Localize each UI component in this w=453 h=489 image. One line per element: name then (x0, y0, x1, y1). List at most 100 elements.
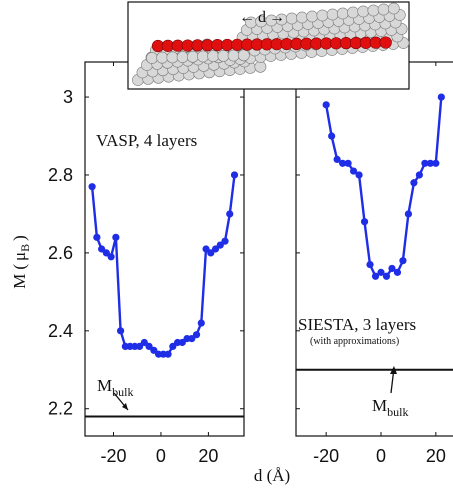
vasp-data-point (88, 183, 96, 191)
siesta-data-point (333, 155, 341, 163)
x-tick-label: 0 (376, 446, 386, 466)
gray-atom (357, 5, 370, 18)
gray-atom (186, 50, 199, 63)
gray-atom (237, 49, 250, 62)
siesta-bulk-label-sub: bulk (387, 405, 408, 419)
gray-atom (207, 50, 220, 63)
vasp-data-point (112, 233, 120, 241)
vasp-bulk-label-main: M (97, 376, 112, 395)
y-axis-label-main: M (10, 274, 29, 289)
siesta-data-point (382, 272, 391, 280)
x-axis-label: d (Å) (254, 466, 290, 485)
gray-atom (306, 10, 319, 23)
siesta-bulk-label: Mbulk (372, 396, 408, 419)
siesta-bulk-arrowhead (390, 366, 397, 374)
vasp-data-point (202, 245, 210, 253)
gray-atom (227, 49, 240, 62)
siesta-data-point (371, 272, 380, 280)
siesta-data-point (393, 268, 402, 276)
vasp-bulk-label-sub: bulk (112, 385, 133, 399)
vasp-data-point (107, 253, 115, 261)
x-tick-label: -20 (100, 446, 126, 466)
siesta-data-point (328, 132, 336, 140)
vasp-data-point (192, 331, 201, 339)
gray-atom (347, 6, 359, 19)
siesta-axes-frame (295, 61, 453, 437)
vasp-data-point (221, 237, 229, 245)
gray-atom (387, 2, 400, 15)
vasp-data-point (226, 210, 234, 218)
gray-atom (367, 4, 380, 17)
siesta-data-point (355, 171, 363, 179)
siesta-data-point (360, 218, 369, 226)
x-tick-label: -20 (313, 446, 339, 466)
gray-atom (326, 8, 339, 21)
siesta-bulk-label-main: M (372, 396, 387, 415)
siesta-data-point (437, 93, 445, 101)
siesta-data-point (404, 210, 413, 218)
siesta-data-point (421, 159, 429, 167)
siesta-data-point (415, 171, 423, 179)
siesta-data-point (426, 159, 434, 167)
vasp-data-point (216, 241, 224, 249)
vasp-data-point (197, 319, 205, 327)
inset-red-atoms (151, 36, 392, 53)
inset-left-arrow: ← (239, 9, 255, 26)
y-axis-label-mu: μ (10, 252, 29, 261)
vasp-bulk-arrowhead (122, 403, 128, 410)
vasp-data-point (164, 350, 172, 358)
vasp-points (88, 171, 239, 358)
y-tick-label: 2.8 (48, 165, 73, 185)
siesta-data-point (344, 159, 352, 167)
gray-atom (217, 50, 230, 62)
siesta-data-point (366, 260, 374, 269)
red-atom (379, 36, 392, 49)
vasp-data-point (169, 342, 177, 350)
vasp-data-point (135, 342, 144, 350)
siesta-data-point (322, 101, 330, 109)
gray-atom (166, 51, 179, 64)
inset-d-text: d (258, 9, 266, 26)
gray-atom (197, 50, 209, 63)
vasp-data-point (93, 233, 101, 241)
siesta-series-line (325, 97, 443, 279)
vasp-data-point (207, 249, 215, 257)
gray-atom (176, 51, 189, 63)
gray-atom (336, 7, 349, 20)
siesta-subtitle: (with approximations) (310, 336, 399, 347)
y-tick-label: 2.2 (48, 399, 73, 419)
inset-d-label: ← d → (239, 9, 285, 26)
x-tick-label: 20 (198, 446, 218, 466)
gray-atom (146, 52, 158, 64)
x-tick-label: 0 (156, 446, 166, 466)
vasp-data-point (150, 346, 158, 354)
siesta-data-point (349, 167, 358, 175)
siesta-data-point (399, 257, 407, 265)
y-tick-label: 3 (63, 87, 73, 107)
y-tick-label: 2.6 (48, 243, 73, 263)
vasp-title: VASP, 4 layers (96, 131, 197, 150)
siesta-title: SIESTA, 3 layers (298, 315, 416, 334)
vasp-ticks: 2.2 2.4 2.6 2.8 3 -20 0 20 (48, 62, 244, 466)
y-axis-label-sub: B (18, 244, 32, 252)
vasp-data-point (178, 338, 186, 347)
gray-atom (156, 51, 169, 64)
siesta-points (322, 93, 445, 280)
siesta-data-point (339, 159, 347, 167)
vasp-data-point (98, 245, 106, 253)
vasp-data-point (230, 171, 239, 179)
siesta-data-point (410, 179, 418, 187)
siesta-ticks: -20 0 20 (296, 62, 446, 466)
gray-atom (296, 11, 308, 24)
vasp-data-point (211, 245, 220, 253)
siesta-data-point (377, 268, 385, 276)
gray-atom (285, 12, 298, 25)
x-tick-label: 20 (426, 446, 446, 466)
y-axis-label: M(μB) (10, 235, 32, 289)
inset-right-arrow: → (269, 9, 285, 26)
vasp-bulk-label: Mbulk (97, 376, 133, 399)
vasp-data-point (116, 327, 125, 335)
y-tick-label: 2.4 (48, 321, 73, 341)
vasp-data-point (102, 249, 110, 257)
